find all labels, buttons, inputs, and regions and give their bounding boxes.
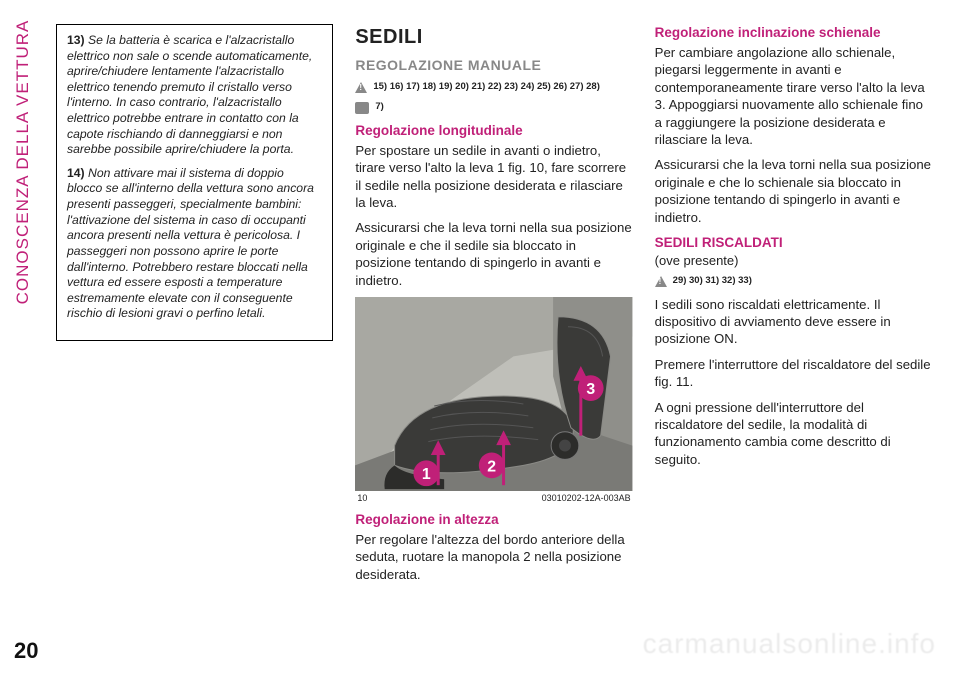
para-heated-2: Premere l'interruttore del riscaldatore … — [655, 356, 932, 391]
figure-10-caption: 10 03010202-12A-003AB — [355, 493, 632, 505]
figure-10-svg: 1 2 3 — [355, 297, 632, 491]
warning-triangle-icon: ! — [355, 82, 367, 93]
warning-box: 13) Se la batteria è scarica e l'alzacri… — [56, 24, 333, 341]
warning-13-number: 13) — [67, 33, 85, 47]
warning-refs-heated-numbers: 29) 30) 31) 32) 33) — [673, 275, 752, 288]
fig10-marker-2: 2 — [488, 458, 497, 475]
three-column-layout: 13) Se la batteria è scarica e l'alzacri… — [56, 24, 932, 616]
para-altezza: Per regolare l'altezza del bordo anterio… — [355, 531, 632, 583]
note-refs-line: 7) — [355, 101, 632, 114]
warning-13-text: Se la batteria è scarica e l'alzacristal… — [67, 33, 312, 156]
section-title-sedili: SEDILI — [355, 24, 632, 50]
warning-14: 14) Non attivare mai il sistema di doppi… — [67, 166, 322, 322]
figure-number: 10 — [357, 493, 367, 505]
heading-regolazione-longitudinale: Regolazione longitudinale — [355, 122, 632, 140]
note-refs-numbers: 7) — [375, 101, 383, 114]
figure-10: 1 2 3 10 03010202-12A-003AB — [355, 297, 632, 505]
heading-inclinazione-schienale: Regolazione inclinazione schienale — [655, 24, 932, 42]
fig10-marker-1: 1 — [422, 466, 431, 483]
warning-13: 13) Se la batteria è scarica e l'alzacri… — [67, 33, 322, 158]
warning-14-text: Non attivare mai il sistema di doppio bl… — [67, 166, 314, 320]
chapter-side-tab: CONOSCENZA DELLA VETTURA — [8, 12, 38, 312]
column-1: 13) Se la batteria è scarica e l'alzacri… — [56, 24, 333, 616]
warning-refs-line: ! 15) 16) 17) 18) 19) 20) 21) 22) 23) 24… — [355, 81, 632, 94]
chapter-side-tab-text: CONOSCENZA DELLA VETTURA — [13, 20, 33, 305]
figure-code: 03010202-12A-003AB — [542, 493, 631, 505]
warning-triangle-icon: ! — [655, 276, 667, 287]
note-ove-presente: (ove presente) — [655, 252, 932, 269]
para-heated-3: A ogni pressione dell'interruttore del r… — [655, 399, 932, 469]
column-2: SEDILI REGOLAZIONE MANUALE ! 15) 16) 17)… — [355, 24, 632, 616]
column-3: Regolazione inclinazione schienale Per c… — [655, 24, 932, 616]
para-inclinazione-2: Assicurarsi che la leva torni nella sua … — [655, 156, 932, 226]
page-number: 20 — [14, 638, 38, 664]
heading-regolazione-altezza: Regolazione in altezza — [355, 511, 632, 529]
para-heated-1: I sedili sono riscaldati elettricamente.… — [655, 296, 932, 348]
heading-sedili-riscaldati: SEDILI RISCALDATI — [655, 234, 932, 252]
para-longitudinale-1: Per spostare un sedile in avanti o indie… — [355, 142, 632, 212]
fig10-marker-3: 3 — [587, 381, 596, 398]
warning-refs-numbers: 15) 16) 17) 18) 19) 20) 21) 22) 23) 24) … — [373, 81, 600, 94]
warning-14-number: 14) — [67, 166, 85, 180]
para-longitudinale-2: Assicurarsi che la leva torni nella sua … — [355, 219, 632, 289]
subsection-title-regolazione-manuale: REGOLAZIONE MANUALE — [355, 56, 632, 74]
manual-page: CONOSCENZA DELLA VETTURA 13) Se la batte… — [0, 0, 960, 678]
watermark: carmanualsonline.info — [643, 628, 936, 660]
note-hand-icon — [355, 102, 369, 114]
warning-refs-heated: ! 29) 30) 31) 32) 33) — [655, 275, 932, 288]
para-inclinazione-1: Per cambiare angolazione allo schienale,… — [655, 44, 932, 149]
